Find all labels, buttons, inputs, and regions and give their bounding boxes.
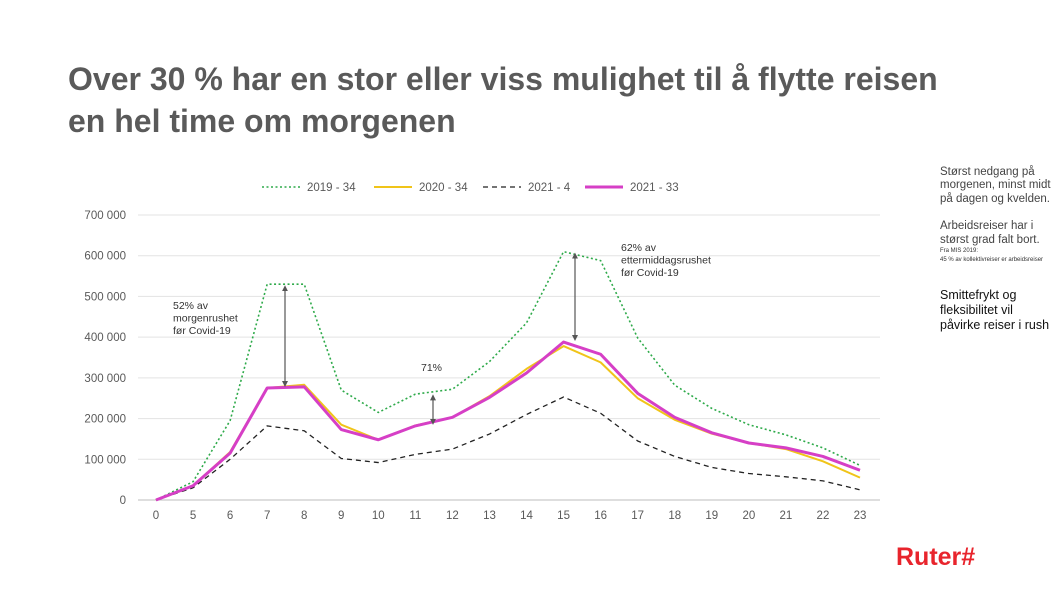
x-tick-label: 21 xyxy=(779,510,792,522)
annotation-line: ettermiddagsrushet xyxy=(621,255,711,267)
y-tick-label: 200 000 xyxy=(84,414,126,426)
legend-label-0: 2019 - 34 xyxy=(307,182,356,194)
x-axis: 0 5 6 7 8 9 10 11 12 13 14 15 16 17 18 19 20 21 22 23 xyxy=(153,510,867,522)
x-tick-label: 15 xyxy=(557,510,570,522)
x-tick-label: 16 xyxy=(594,510,607,522)
y-tick-label: 700 000 xyxy=(84,210,126,222)
y-axis: 0 100 000 200 000 300 000 400 000 500 000 600 … xyxy=(84,210,126,507)
x-tick-label: 11 xyxy=(409,510,421,522)
annotation-line: 71% xyxy=(421,362,442,374)
sidebar-notes: Størst nedgang på morgenen, minst midt p… xyxy=(940,166,1055,333)
page-title: Over 30 % har en stor eller viss mulighe… xyxy=(68,61,938,139)
x-tick-label: 23 xyxy=(854,510,867,522)
y-tick-label: 500 000 xyxy=(84,291,126,303)
note-source: Fra MIS 2019: xyxy=(940,248,979,255)
x-tick-label: 13 xyxy=(483,510,496,522)
annotation-line: 62% av xyxy=(621,242,657,254)
x-tick-label: 18 xyxy=(668,510,681,522)
y-tick-label: 600 000 xyxy=(84,251,126,263)
x-tick-label: 5 xyxy=(190,510,196,522)
x-tick-label: 8 xyxy=(301,510,307,522)
series-line-0 xyxy=(155,250,861,501)
series-line-1 xyxy=(155,345,861,501)
y-tick-label: 400 000 xyxy=(84,332,126,344)
x-tick-label: 12 xyxy=(446,510,459,522)
x-tick-label: 7 xyxy=(264,510,270,522)
x-tick-label: 14 xyxy=(520,510,533,522)
annotation-label: 52% av morgenrushet før Covid-19 xyxy=(173,300,238,337)
annotation-line: før Covid-19 xyxy=(173,325,231,337)
series-group xyxy=(155,250,861,502)
annotation-line: 52% av xyxy=(173,300,209,312)
y-tick-label: 300 000 xyxy=(84,373,126,385)
x-tick-label: 22 xyxy=(817,510,830,522)
x-tick-label: 20 xyxy=(742,510,755,522)
annotation-label: 62% av ettermiddagsrushet før Covid-19 xyxy=(621,242,711,279)
legend-label-1: 2020 - 34 xyxy=(419,182,468,194)
grid xyxy=(138,214,880,501)
ruter-logo: Ruter# xyxy=(896,543,976,571)
note-infection-fear: Smittefrykt og fleksibilitet vil påvirke… xyxy=(940,288,1050,333)
y-tick-label: 0 xyxy=(120,495,126,507)
legend: 2019 - 34 2020 - 34 2021 - 4 2021 - 33 xyxy=(262,182,679,194)
series-line-3 xyxy=(155,340,861,502)
legend-label-3: 2021 - 33 xyxy=(630,182,679,194)
annotation-label: 71% xyxy=(421,362,442,374)
x-tick-label: 0 xyxy=(153,510,159,522)
x-tick-label: 10 xyxy=(372,510,385,522)
y-tick-label: 100 000 xyxy=(84,454,126,466)
note-decline: Størst nedgang på morgenen, minst midt p… xyxy=(940,166,1051,205)
x-tick-label: 19 xyxy=(705,510,718,522)
series-line-2 xyxy=(155,396,861,501)
x-tick-label: 9 xyxy=(338,510,344,522)
note-source-detail: 45 % av kollektivreiser er arbeidsreiser xyxy=(940,256,1044,263)
x-tick-label: 6 xyxy=(227,510,233,522)
note-work-trips: Arbeidsreiser har i størst grad falt bor… xyxy=(940,220,1040,246)
annotation-line: før Covid-19 xyxy=(621,267,679,279)
legend-label-2: 2021 - 4 xyxy=(528,182,571,194)
annotation-line: morgenrushet xyxy=(173,313,238,325)
x-tick-label: 17 xyxy=(631,510,644,522)
